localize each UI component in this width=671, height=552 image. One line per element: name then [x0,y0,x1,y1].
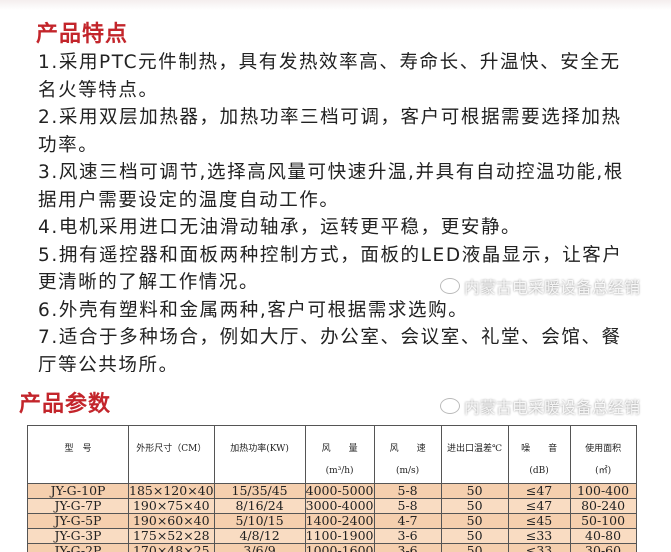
table-row: JY-G-10P 185×120×40 15/35/45 4000-5000 5-8 50… [27,483,637,499]
column-header: 使用面积 (㎡) [569,425,637,484]
table-cell: JY-G-3P [27,528,129,544]
feature-item: 3.风速三档可调节,选择高风量可快速升温,并具有自动控温功能,根据用户需要设定的… [38,162,624,211]
table-cell: 30-60 [569,543,637,552]
table-cell: ≤47 [507,498,571,514]
table-cell: 3/6/9 [213,543,306,552]
table-cell: 100-400 [569,483,637,499]
table-cell: JY-G-10P [27,483,129,499]
column-header: 风 速 (m/s) [373,425,442,484]
table-cell: 4000-5000 [304,483,375,499]
column-header-line: (㎡) [595,466,612,476]
table-cell: ≤33 [507,543,571,552]
feature-item: 4.电机采用进口无油滑动轴承，运转更平稳，更安静。 [38,217,522,238]
table-cell: 80-240 [569,498,637,514]
column-header-line: (dB) [529,466,549,476]
table-cell: 170×48×25 [128,543,215,552]
table-row: JY-G-5P 190×60×40 5/10/15 1400-2400 4-7 50 ≤45… [27,513,637,529]
column-header-line: 风 量 [321,444,358,454]
features-heading: 产品特点 [36,22,129,47]
table-cell: 4-7 [373,513,442,529]
column-header-line: 风 速 [389,444,426,454]
table-cell: 40-80 [569,528,637,544]
column-header: 外形尺寸（CM） [128,425,215,484]
table-cell: 3000-4000 [304,498,375,514]
column-header: 噪 音 (dB) [507,425,571,484]
table-cell: 50-100 [569,513,637,529]
table-cell: 15/35/45 [213,483,306,499]
table-cell: 50 [440,498,509,514]
table-cell: 8/16/24 [213,498,306,514]
feature-item: 1.采用PTC元件制热，具有发热效率高、寿命长、升温快、安全无名火等特点。 [38,52,621,101]
column-header-line: 加热功率(KW) [230,444,289,454]
feature-item: 7.适合于多种场合，例如大厅、办公室、会议室、礼堂、会馆、餐厅等公共场所。 [38,327,622,372]
column-header: 加热功率(KW) [213,425,306,484]
table-cell: 1400-2400 [304,513,375,529]
feature-item: 2.采用双层加热器，加热功率三档可调，客户可根据需要选择加热功率。 [38,107,622,156]
features-section: 产品特点 1.采用PTC元件制热，具有发热效率高、寿命长、升温快、安全无名火等特… [36,22,638,372]
table-header-row: 型 号 外形尺寸（CM） 加热功率(KW) 风 量 (m³/h) 风 速 (m/s) 进出口温… [27,425,637,484]
table-cell: ≤33 [507,528,571,544]
table-cell: ≤47 [507,483,571,499]
table-cell: 5-8 [373,498,442,514]
table-cell: 50 [440,528,509,544]
column-header-line: (m³/h) [325,466,354,476]
watermark-2: 内蒙古电采暖设备总经销 [440,394,640,418]
column-header: 型 号 [27,425,129,484]
table-cell: 175×52×28 [128,528,215,544]
column-header: 风 量 (m³/h) [304,425,375,484]
table-cell: 4/8/12 [213,528,306,544]
table-cell: 3-6 [373,528,442,544]
table-cell: 185×120×40 [128,483,215,499]
wechat-icon [440,278,460,294]
table-cell: 190×60×40 [128,513,215,529]
table-row: JY-G-3P 175×52×28 4/8/12 1100-1900 3-6 50 ≤33 4… [27,528,637,544]
table-cell: 3-6 [373,543,442,552]
table-row: JY-G-2P 170×48×25 3/6/9 1000-1600 3-6 50 ≤33 30… [27,543,637,552]
params-heading: 产品参数 [19,392,112,417]
table-cell: JY-G-5P [27,513,129,529]
table-cell: 50 [440,483,509,499]
table-cell: JY-G-2P [27,543,129,552]
feature-item: 6.外壳有塑料和金属两种,客户可根据需求选购。 [38,299,469,321]
column-header-line: (m/s) [395,466,420,476]
table-cell: 50 [440,543,509,552]
table-cell: 1100-1900 [304,528,375,544]
column-header-line: 进出口温差℃ [447,444,503,454]
table-cell: 50 [440,513,509,529]
table-cell: ≤45 [507,513,571,529]
table-cell: 5-8 [373,483,442,499]
feature-item: 5.拥有遥控器和面板两种控制方式，面板的LED液晶显示，让客户更清晰的了解工作情… [38,244,623,294]
top-strip [0,0,671,10]
table-cell: 1000-1600 [304,543,375,552]
table-cell: 190×75×40 [128,498,215,514]
column-header-line: 外形尺寸（CM） [136,444,207,454]
column-header-line: 噪 音 [521,444,558,454]
column-header: 进出口温差℃ [440,425,509,484]
params-table: 型 号 外形尺寸（CM） 加热功率(KW) 风 量 (m³/h) 风 速 (m/s) 进出口温… [27,425,637,552]
column-header-line: 使用面积 [585,444,622,454]
column-header-line: 型 号 [64,444,92,454]
features-list: 1.采用PTC元件制热，具有发热效率高、寿命长、升温快、安全无名火等特点。 2.采… [38,49,638,372]
table-cell: JY-G-7P [27,498,129,514]
table-cell: 5/10/15 [213,513,306,529]
wechat-icon [440,398,460,414]
watermark: 内蒙古电采暖设备总经销 [440,274,640,298]
table-row: JY-G-7P 190×75×40 8/16/24 3000-4000 5-8 50 ≤47… [27,498,637,514]
